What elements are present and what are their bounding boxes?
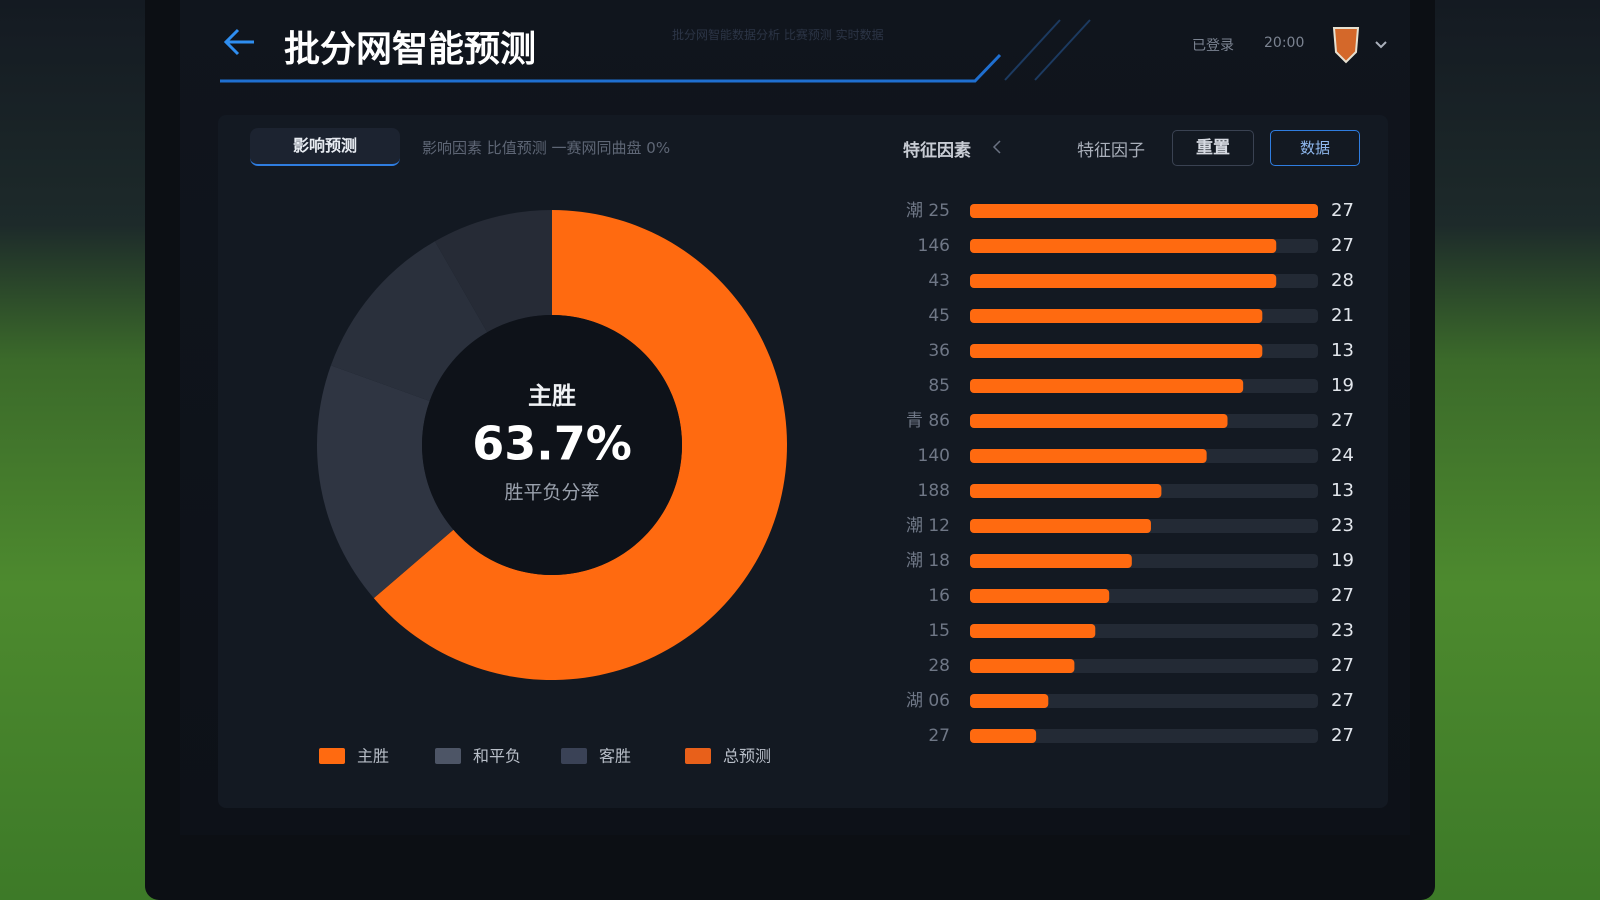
dropdown-icon[interactable] [1375, 41, 1387, 49]
subtitle: 批分网智能数据分析 比赛预测 实时数据 [672, 28, 884, 42]
donut-slice [317, 365, 454, 599]
user-status[interactable]: 已登录 [1192, 38, 1234, 54]
donut-hole [422, 315, 682, 575]
filter-label[interactable]: 特征因素 [903, 141, 971, 161]
bar [970, 729, 1037, 743]
legend-label: 和平负 [473, 747, 521, 766]
bar-label: 140 [918, 446, 950, 466]
bar-count: 21 [1331, 305, 1354, 326]
bar-count: 23 [1331, 620, 1354, 641]
bar-label: 45 [928, 306, 950, 326]
bar-label: 湖 06 [906, 691, 950, 711]
legend-label: 客胜 [599, 747, 631, 766]
bar-count: 27 [1331, 725, 1354, 746]
bar-track [970, 729, 1318, 743]
bar-label: 青 86 [906, 411, 950, 431]
bar [970, 694, 1049, 708]
bar-count: 27 [1331, 655, 1354, 676]
bar-count: 28 [1331, 270, 1354, 291]
donut-slice [330, 241, 488, 401]
bar [970, 484, 1162, 498]
legend-swatch [561, 748, 587, 764]
bar [970, 519, 1151, 533]
bar [970, 204, 1318, 218]
legend-swatch [685, 748, 711, 764]
bar-label: 潮 18 [906, 551, 950, 571]
data-button[interactable]: 数据 [1270, 130, 1360, 166]
bar [970, 239, 1277, 253]
bar-count: 19 [1331, 550, 1354, 571]
bar-count: 13 [1331, 340, 1354, 361]
bar-track [970, 694, 1318, 708]
bar-label: 43 [928, 271, 950, 291]
sort-label[interactable]: 特征因子 [1077, 141, 1145, 161]
time: 20:00 [1264, 35, 1305, 51]
back-arrow[interactable] [223, 28, 254, 56]
bar [970, 589, 1110, 603]
bar-count: 19 [1331, 375, 1354, 396]
bar-label: 潮 25 [906, 201, 950, 221]
bar-count: 27 [1331, 585, 1354, 606]
header-decor [1004, 19, 1091, 81]
page-title: 批分网智能预测 [284, 29, 537, 70]
avatar[interactable] [1332, 27, 1360, 64]
legend-swatch [319, 748, 345, 764]
center-caption: 胜平负分率 [504, 482, 599, 504]
bar [970, 309, 1263, 323]
bar-label: 潮 12 [906, 516, 950, 536]
bar [970, 449, 1207, 463]
bar-label: 188 [918, 481, 950, 501]
bar-count: 27 [1331, 410, 1354, 431]
bar-count: 24 [1331, 445, 1354, 466]
tab[interactable]: 影响因素 比值预测 一赛网同曲盘 0% [422, 139, 671, 157]
bar [970, 414, 1228, 428]
bar [970, 274, 1277, 288]
bar-label: 15 [928, 621, 950, 641]
bar-label: 28 [928, 656, 950, 676]
bar-count: 27 [1331, 200, 1354, 221]
bar-label: 146 [918, 236, 950, 256]
bar [970, 659, 1075, 673]
legend-label: 总预测 [723, 747, 771, 766]
bar-count: 23 [1331, 515, 1354, 536]
center-value: 63.7% [472, 417, 632, 471]
header-line [220, 53, 1002, 83]
bar [970, 379, 1244, 393]
chevron[interactable] [992, 140, 1001, 154]
bar-label: 36 [928, 341, 950, 361]
bar-count: 27 [1331, 235, 1354, 256]
legend-label: 主胜 [357, 747, 389, 766]
bar [970, 624, 1096, 638]
center-label: 主胜 [528, 382, 576, 410]
donut-slice [373, 210, 787, 680]
tab-active[interactable]: 影响预测 [250, 128, 400, 166]
donut-slice [434, 210, 552, 333]
bar-label: 85 [928, 376, 950, 396]
reset-button[interactable]: 重置 [1172, 130, 1254, 166]
bar [970, 344, 1263, 358]
bar-label: 27 [928, 726, 950, 746]
legend-swatch [435, 748, 461, 764]
bar-count: 27 [1331, 690, 1354, 711]
bar-count: 13 [1331, 480, 1354, 501]
bar [970, 554, 1132, 568]
bar-label: 16 [928, 586, 950, 606]
